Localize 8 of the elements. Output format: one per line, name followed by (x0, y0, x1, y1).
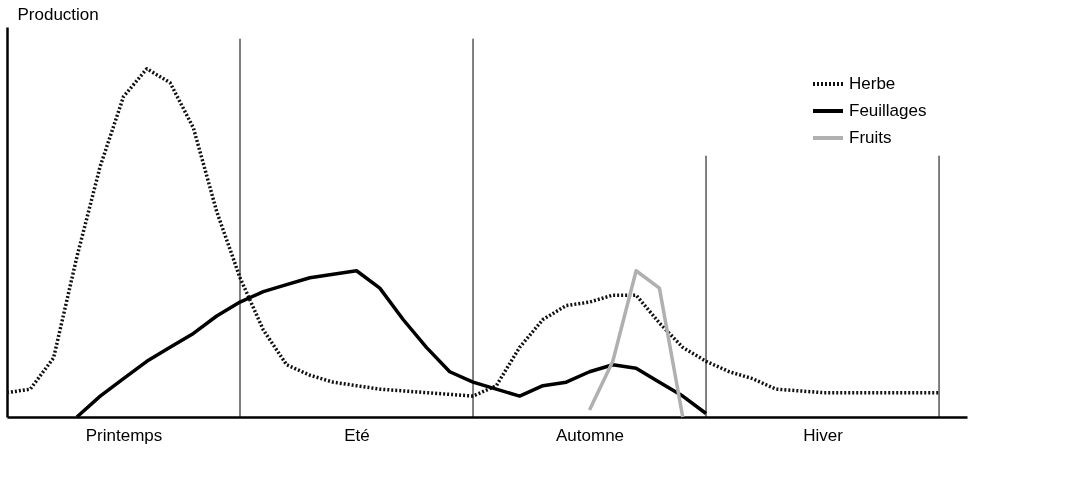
legend-label: Fruits (849, 128, 892, 147)
legend-label: Feuillages (849, 101, 927, 120)
x-tick-label: Printemps (85, 425, 163, 445)
x-tick-label: Hiver (803, 425, 844, 445)
x-tick-label: Eté (344, 425, 370, 445)
legend-label: Herbe (849, 74, 896, 93)
y-axis-title: Production (17, 4, 99, 24)
x-tick-label: Automne (556, 425, 625, 445)
